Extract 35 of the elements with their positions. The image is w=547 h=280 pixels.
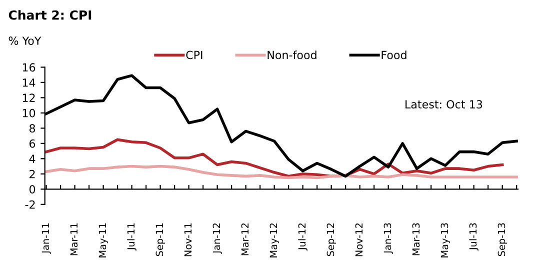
x-tick-label: Sep-11 [156, 223, 165, 256]
line-series [44, 138, 504, 178]
x-tick-label: Jan-12 [212, 223, 222, 254]
x-tick-label: Mar-11 [70, 223, 78, 256]
y-tick-label: 6 [30, 139, 36, 148]
legend-label: CPI [186, 50, 202, 60]
y-tick-label: 4 [29, 154, 36, 163]
x-tick-label: Jan-13 [384, 223, 393, 254]
x-tick-label: Jan-11 [42, 223, 51, 254]
y-tick-label: 2 [30, 170, 35, 178]
x-tick-label: Mar-13 [412, 223, 420, 256]
x-tick-label: Nov-12 [355, 223, 363, 256]
annotation: Latest: Oct 13 [406, 100, 482, 109]
y-tick-label: 10 [22, 108, 36, 118]
legend-label: Non-food [268, 50, 316, 60]
y-tick-label: 8 [30, 124, 36, 133]
x-tick-label: Jul-12 [298, 223, 308, 251]
x-tick-label: Sep-13 [498, 223, 508, 256]
x-tick-label: Sep-12 [326, 223, 336, 256]
y-tick-label: 16 [22, 63, 36, 72]
y-axis-title: % YoY [8, 36, 42, 45]
x-tick-label: May-11 [98, 223, 108, 258]
x-tick-label: Jul-13 [469, 223, 478, 251]
line-series [44, 164, 518, 180]
chart-title: Chart 2: CPI [8, 10, 92, 20]
y-tick-label: 14 [22, 78, 36, 87]
x-tick-label: May-13 [440, 223, 450, 258]
legend-label: Food [382, 50, 406, 60]
y-tick-label: -2 [25, 200, 35, 209]
x-tick-label: Mar-12 [241, 223, 249, 256]
y-tick-label: 0 [29, 185, 36, 194]
x-tick-label: May-12 [270, 223, 280, 258]
x-tick-label: Jul-11 [127, 223, 136, 251]
x-tick-label: Nov-11 [184, 223, 192, 256]
y-tick-label: 12 [22, 94, 35, 102]
